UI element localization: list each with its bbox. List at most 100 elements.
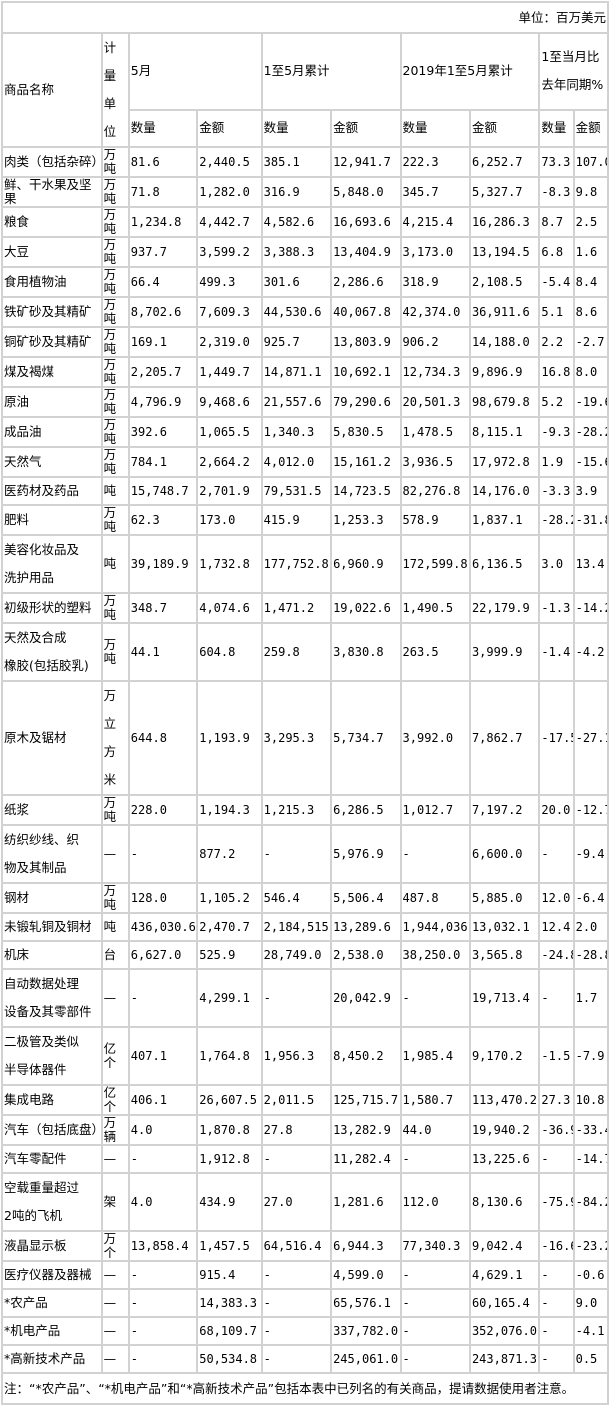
cell-yoy-amt: -6.4 — [572, 882, 610, 914]
cell-yoy-qty: -3.3 — [538, 476, 575, 506]
cell-jan-may-qty: 21,557.6 — [260, 386, 333, 418]
cell-may-amt: 2,701.9 — [196, 476, 263, 506]
cell-may-qty: - — [127, 1260, 199, 1290]
cell-unit: — — [100, 1288, 130, 1318]
cell-may-amt: 1,282.0 — [196, 176, 263, 208]
table-row: 初级形状的塑料 万吨 348.7 4,074.6 1,471.2 19,022.6 1,49… — [1, 592, 610, 624]
cell-jan-may-qty: 4,582.6 — [260, 206, 333, 238]
cell-jan-may-amt: 16,693.6 — [330, 206, 402, 238]
cell-may-qty: 44.1 — [127, 622, 199, 682]
cell-jan-may-qty: 259.8 — [260, 622, 333, 682]
cell-jan-may-qty: 1,340.3 — [260, 416, 333, 448]
cell-yoy-amt: -14.2 — [572, 592, 610, 624]
cell-may-qty: 644.8 — [127, 680, 199, 796]
cell-yoy-qty: 5.2 — [538, 386, 575, 418]
cell-2019-amt: 4,629.1 — [468, 1260, 541, 1290]
table-row: 空载重量超过 2吨的飞机架 4.0 434.9 27.0 1,281.6 112.0 8,1… — [1, 1172, 610, 1232]
cell-yoy-qty: - — [538, 1316, 575, 1346]
cell-2019-amt: 7,197.2 — [468, 794, 541, 826]
cell-jan-may-amt: 10,692.1 — [330, 356, 402, 388]
cell-commodity-name: 成品油 — [1, 416, 103, 448]
cell-2019-amt: 5,885.0 — [468, 882, 541, 914]
cell-may-qty: 392.6 — [127, 416, 199, 448]
header-jan-may: 1至5月累计 — [260, 32, 402, 111]
cell-jan-may-qty: - — [260, 968, 333, 1028]
cell-unit: 万吨 — [100, 176, 130, 208]
cell-may-amt: 1,457.5 — [196, 1230, 263, 1262]
header-qty: 数量 — [538, 108, 575, 149]
table-row: 粮食 万吨 1,234.8 4,442.7 4,582.6 16,693.6 4,215.4… — [1, 206, 610, 238]
cell-jan-may-qty: - — [260, 1316, 333, 1346]
cell-may-qty: 6,627.0 — [127, 940, 199, 970]
footnote: 注：“*农产品”、“*机电产品”和“*高新技术产品”包括本表中已列名的有关商品，… — [1, 1372, 609, 1405]
cell-unit: 万个 — [100, 1230, 130, 1262]
cell-2019-amt: 13,194.5 — [468, 236, 541, 268]
cell-may-amt: 604.8 — [196, 622, 263, 682]
cell-may-amt: 50,534.8 — [196, 1344, 263, 1374]
cell-unit: 万吨 — [100, 236, 130, 268]
cell-yoy-amt: 13.4 — [572, 534, 610, 594]
cell-jan-may-amt: 13,282.9 — [330, 1114, 402, 1146]
cell-unit: 万辆 — [100, 1114, 130, 1146]
table-row: 鲜、干水果及坚果 万吨 71.8 1,282.0 316.9 5,848.0 345.7 5,… — [1, 176, 610, 208]
table-row: 机床台 6,627.0 525.9 28,749.0 2,538.0 38,250.0 3,… — [1, 940, 610, 970]
table-row: 原油 万吨 4,796.9 9,468.6 21,557.6 79,290.6 20,501… — [1, 386, 610, 418]
cell-jan-may-amt: 2,286.6 — [330, 266, 402, 298]
cell-2019-qty: - — [399, 1144, 471, 1174]
cell-yoy-qty: 6.8 — [538, 236, 575, 268]
cell-may-amt: 1,449.7 — [196, 356, 263, 388]
table-row: 未锻轧铜及铜材吨436,030.62,470.72,184,515.713,28… — [1, 912, 610, 942]
cell-may-qty: 784.1 — [127, 446, 199, 478]
cell-unit: 架 — [100, 1172, 130, 1232]
cell-commodity-name: 铁矿砂及其精矿 — [1, 296, 103, 328]
cell-2019-qty: 112.0 — [399, 1172, 471, 1232]
cell-jan-may-amt: 12,941.7 — [330, 146, 402, 178]
cell-jan-may-qty: - — [260, 824, 333, 884]
cell-jan-may-qty: 3,295.3 — [260, 680, 333, 796]
cell-yoy-qty: -16.6 — [538, 1230, 575, 1262]
cell-yoy-qty: 12.4 — [538, 912, 575, 942]
cell-commodity-name: 二极管及类似 半导体器件 — [1, 1026, 103, 1086]
cell-may-qty: 13,858.4 — [127, 1230, 199, 1262]
cell-commodity-name: 肉类（包括杂碎） — [1, 146, 103, 178]
cell-may-amt: 9,468.6 — [196, 386, 263, 418]
cell-may-amt: 2,319.0 — [196, 326, 263, 358]
cell-may-qty: 15,748.7 — [127, 476, 199, 506]
cell-yoy-qty: - — [538, 1344, 575, 1374]
cell-yoy-qty: 8.7 — [538, 206, 575, 238]
cell-may-amt: 4,074.6 — [196, 592, 263, 624]
cell-commodity-name: 自动数据处理 设备及其零部件 — [1, 968, 103, 1028]
cell-jan-may-amt: 1,281.6 — [330, 1172, 402, 1232]
cell-yoy-amt: 8.4 — [572, 266, 610, 298]
cell-may-amt: 173.0 — [196, 504, 263, 536]
cell-may-qty: - — [127, 1316, 199, 1346]
cell-jan-may-amt: 5,848.0 — [330, 176, 402, 208]
cell-2019-amt: 22,179.9 — [468, 592, 541, 624]
cell-may-qty: 169.1 — [127, 326, 199, 358]
cell-unit: 万吨 — [100, 882, 130, 914]
cell-yoy-amt: 9.8 — [572, 176, 610, 208]
cell-may-qty: 128.0 — [127, 882, 199, 914]
cell-may-qty: - — [127, 1344, 199, 1374]
cell-jan-may-amt: 8,450.2 — [330, 1026, 402, 1086]
cell-unit: 万吨 — [100, 504, 130, 536]
cell-yoy-amt: 2.5 — [572, 206, 610, 238]
cell-may-qty: - — [127, 824, 199, 884]
cell-may-amt: 1,912.8 — [196, 1144, 263, 1174]
cell-2019-qty: - — [399, 1288, 471, 1318]
cell-jan-may-amt: 5,734.7 — [330, 680, 402, 796]
cell-jan-may-qty: 385.1 — [260, 146, 333, 178]
cell-unit: 万吨 — [100, 386, 130, 418]
cell-may-amt: 1,194.3 — [196, 794, 263, 826]
cell-yoy-qty: -5.4 — [538, 266, 575, 298]
cell-2019-amt: 8,115.1 — [468, 416, 541, 448]
cell-2019-qty: 345.7 — [399, 176, 471, 208]
table-row: 医疗仪器及器械 — -915.4-4,599.0-4,629.1- -0.6 — [1, 1260, 610, 1290]
table-row: 成品油 万吨 392.6 1,065.5 1,340.3 5,830.5 1,478.5 8,… — [1, 416, 610, 448]
cell-2019-qty: - — [399, 1316, 471, 1346]
cell-may-amt: 1,764.8 — [196, 1026, 263, 1086]
cell-yoy-amt: -19.6 — [572, 386, 610, 418]
cell-yoy-amt: -31.8 — [572, 504, 610, 536]
cell-yoy-qty: -24.8 — [538, 940, 575, 970]
cell-2019-amt: 19,713.4 — [468, 968, 541, 1028]
